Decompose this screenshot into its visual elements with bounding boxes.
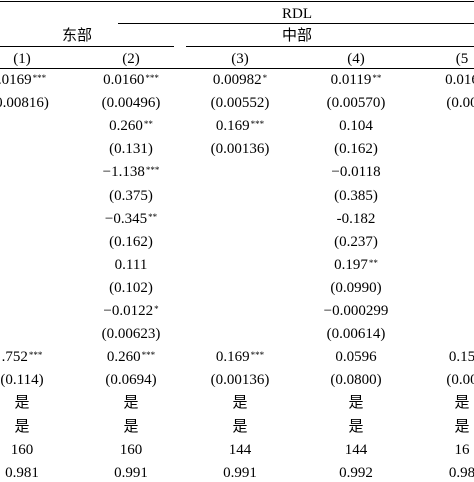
top-rule <box>0 1 474 2</box>
column-header-5: (5 <box>455 51 469 67</box>
significance-stars: *** <box>145 73 159 83</box>
table-cell: (0.0990) <box>330 279 382 296</box>
table-cell: (0.00623) <box>101 326 161 343</box>
significance-stars: * <box>262 73 268 83</box>
table-cell: (0.00496) <box>101 95 161 112</box>
table-cell: (0.375) <box>109 187 153 204</box>
table-cell: -0.182 <box>336 210 376 227</box>
significance-stars: *** <box>250 350 265 361</box>
group-central-header: 中部 <box>281 28 313 44</box>
table-cell: 0.15 <box>448 349 474 366</box>
table-cell: 0.0596 <box>335 349 377 366</box>
table-cell: −0.0118 <box>331 164 381 181</box>
table-cell: 是 <box>348 418 364 435</box>
column-header-2: (2) <box>122 51 140 67</box>
table-cell: .752*** <box>1 349 43 366</box>
table-cell: (0.385) <box>334 187 378 204</box>
table-cell: 是 <box>14 395 30 412</box>
table-cell: 144 <box>228 441 252 458</box>
table-cell: 0.981 <box>5 464 39 481</box>
group-east-header: 东部 <box>61 28 93 44</box>
table-cell: 0.197** <box>334 256 378 273</box>
table-cell: (0.00614) <box>326 326 386 343</box>
table-cell: 是 <box>454 395 470 412</box>
table-cell: −0.345** <box>104 210 158 227</box>
table-cell: (0.00 <box>446 95 474 112</box>
table-cell: (0.0800) <box>330 372 382 389</box>
table-cell: (0.00552) <box>210 95 270 112</box>
table-cell: 0.0119** <box>330 72 382 88</box>
table-cell: 是 <box>454 418 470 435</box>
table-cell: 16 <box>454 441 470 458</box>
column-header-4: (4) <box>347 51 365 67</box>
column-header-3: (3) <box>231 51 249 67</box>
table-cell: 0.104 <box>339 118 373 135</box>
significance-stars: *** <box>141 350 156 361</box>
table-cell: .0169*** <box>0 72 47 88</box>
table-cell: (0.00136) <box>210 141 270 158</box>
table-cell: (0.00136) <box>210 372 270 389</box>
dep-var-underline <box>118 23 474 24</box>
table-cell: (0.162) <box>109 233 153 250</box>
table-cell: (0.162) <box>334 141 378 158</box>
table-cell: 0.260** <box>109 118 153 135</box>
group-central-underline <box>186 46 474 47</box>
significance-stars: * <box>154 304 159 314</box>
table-cell: 0.016 <box>445 72 474 88</box>
significance-stars: *** <box>145 165 160 176</box>
table-cell: 0.00982* <box>212 72 268 88</box>
table-cell: (0.0694) <box>105 372 157 389</box>
table-cell: 160 <box>10 441 34 458</box>
table-cell: −0.000299 <box>323 303 389 319</box>
group-east-underline <box>0 46 174 47</box>
table-cell: 0.0160*** <box>103 72 159 88</box>
table-cell: 是 <box>232 418 248 435</box>
significance-stars: *** <box>32 73 47 83</box>
column-header-1: (1) <box>13 51 31 67</box>
table-cell: 0.111 <box>114 256 148 273</box>
table-cell: (0.00570) <box>326 95 386 112</box>
significance-stars: *** <box>250 119 265 130</box>
table-cell: 0.991 <box>223 464 257 481</box>
table-cell: (0.131) <box>109 141 153 158</box>
table-cell: 是 <box>14 418 30 435</box>
table-cell: (0.00 <box>446 372 474 389</box>
table-cell: (0.102) <box>109 279 153 296</box>
table-cell: −0.0122* <box>103 303 159 319</box>
table-cell: 0.00816) <box>0 95 49 112</box>
table-cell: 0.260*** <box>106 349 156 366</box>
significance-stars: ** <box>143 119 153 130</box>
table-cell: 0.169*** <box>215 349 265 366</box>
table-cell: 是 <box>232 395 248 412</box>
significance-stars: ** <box>148 211 158 222</box>
dependent-variable-header: RDL <box>282 6 312 22</box>
table-cell: 0.98 <box>448 464 474 481</box>
table-cell: 144 <box>344 441 368 458</box>
table-cell: 0.991 <box>114 464 148 481</box>
significance-stars: *** <box>28 350 43 361</box>
table-cell: 0.169*** <box>215 118 265 135</box>
significance-stars: ** <box>368 257 378 268</box>
header-bottom-rule <box>0 68 474 69</box>
table-cell: −1.138*** <box>102 164 160 181</box>
significance-stars: ** <box>372 73 382 83</box>
table-cell: 是 <box>123 395 139 412</box>
table-cell: 是 <box>348 395 364 412</box>
table-cell: 0.992 <box>339 464 373 481</box>
table-cell: (0.237) <box>334 233 378 250</box>
table-cell: 160 <box>119 441 143 458</box>
table-cell: 是 <box>123 418 139 435</box>
table-cell: (0.114) <box>0 372 44 389</box>
